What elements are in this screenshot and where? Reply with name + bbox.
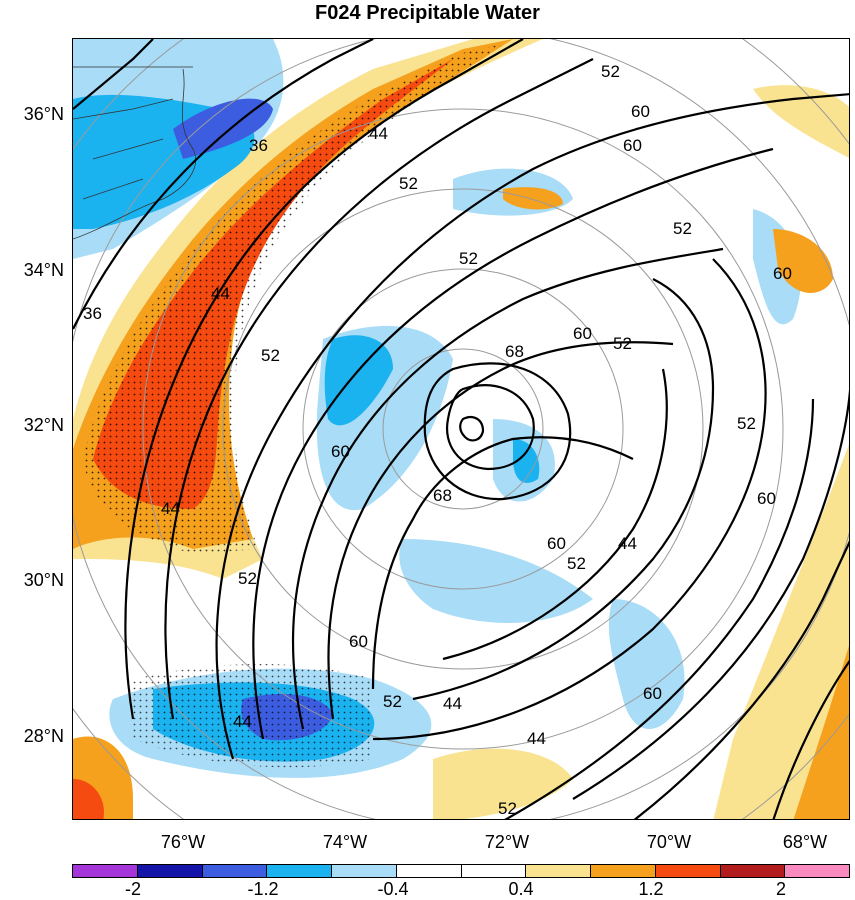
contour-label-44: 44 [369, 124, 388, 143]
lat-label-34n: 34°N [23, 260, 64, 280]
pw-contours [73, 39, 849, 819]
contour-label-52: 52 [399, 174, 418, 193]
contour-label-60: 60 [349, 632, 368, 651]
colorbar-box [73, 865, 138, 877]
colorbar-box [267, 865, 332, 877]
contour-label-60: 60 [773, 264, 792, 283]
contour-label-60: 60 [643, 684, 662, 703]
colorbar-box [526, 865, 591, 877]
lat-label-36n: 36°N [23, 104, 64, 124]
colorbar-label: -1.2 [247, 879, 279, 899]
lon-label-70w: 70°W [646, 832, 692, 852]
contour-label-52: 52 [601, 62, 620, 81]
contour-label-60: 60 [757, 489, 776, 508]
contour-label-60: 60 [331, 442, 350, 461]
contour-label-44: 44 [527, 729, 546, 748]
contour-label-52: 52 [673, 219, 692, 238]
colorbar-box [785, 865, 849, 877]
contour-label-52: 52 [383, 692, 402, 711]
contour-label-52: 52 [498, 799, 517, 818]
colorbar-label: 1.2 [638, 879, 664, 899]
colorbar-box [332, 865, 397, 877]
dotted-significance-front [83, 44, 503, 554]
colorbar-box [202, 865, 268, 877]
lat-label-30n: 30°N [23, 570, 64, 590]
colorbar-box [461, 865, 527, 877]
contour-label-44: 44 [618, 534, 637, 553]
lon-label-74w: 74°W [322, 832, 368, 852]
colorbar-label: -2 [124, 879, 141, 899]
colorbar-label: 2 [775, 879, 786, 899]
contour-label-44: 44 [233, 712, 252, 731]
colorbar [72, 864, 850, 878]
contour-label-44: 44 [443, 694, 462, 713]
lon-label-76w: 76°W [160, 832, 206, 852]
coastline [73, 66, 196, 240]
contour-label-60: 60 [573, 324, 592, 343]
contour-label-60: 60 [623, 136, 642, 155]
contour-label-68: 68 [505, 342, 524, 361]
contour-labels: 36 36 44 44 44 44 44 44 44 52 52 52 52 5… [83, 62, 792, 818]
contour-label-52: 52 [459, 249, 478, 268]
contour-label-52: 52 [613, 334, 632, 353]
contour-label-44: 44 [161, 499, 180, 518]
map-title: F024 Precipitable Water [315, 2, 540, 24]
lon-label-68w: 68°W [782, 832, 828, 852]
colorbar-label: -0.4 [377, 879, 409, 899]
colorbar-box [591, 865, 656, 877]
contour-label-52: 52 [261, 346, 280, 365]
map-canvas: 36 36 44 44 44 44 44 44 44 52 52 52 52 5… [73, 39, 849, 819]
anomaly-shading [73, 39, 849, 819]
positive-anomaly-east [713, 444, 849, 819]
lat-label-32n: 32°N [23, 415, 64, 435]
colorbar-box [396, 865, 462, 877]
contour-label-60: 60 [547, 534, 566, 553]
lat-label-28n: 28°N [23, 726, 64, 746]
lon-label-72w: 72°W [484, 832, 530, 852]
map-panel: 36 36 44 44 44 44 44 44 44 52 52 52 52 5… [72, 38, 850, 820]
contour-label-36: 36 [249, 136, 268, 155]
range-rings [73, 39, 849, 819]
colorbar-box [655, 865, 721, 877]
colorbar-box [137, 865, 203, 877]
colorbar-box [720, 865, 786, 877]
colorbar-label: 0.4 [508, 879, 534, 899]
contour-label-60: 60 [631, 102, 650, 121]
contour-label-68: 68 [433, 486, 452, 505]
contour-label-36: 36 [83, 304, 102, 323]
contour-label-52: 52 [737, 414, 756, 433]
contour-label-52: 52 [238, 569, 257, 588]
contour-label-52: 52 [567, 554, 586, 573]
contour-label-44: 44 [211, 284, 230, 303]
